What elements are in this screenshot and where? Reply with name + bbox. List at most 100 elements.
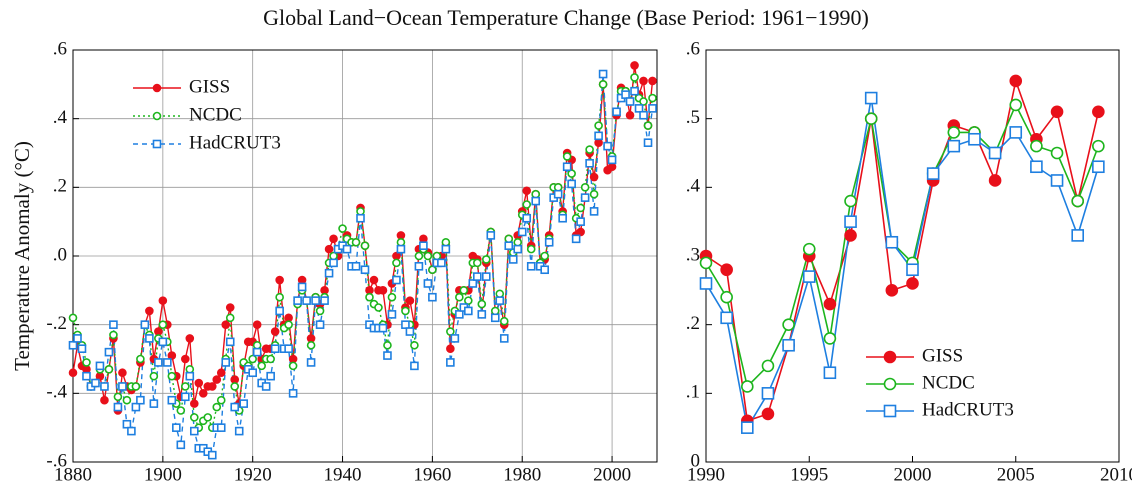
marker [216,368,226,378]
marker [598,80,608,89]
marker [221,358,231,367]
marker [513,244,523,254]
legend-marker [883,377,897,391]
marker [266,354,275,364]
marker [490,306,500,316]
marker [720,290,733,304]
marker [378,286,388,295]
marker [225,337,235,347]
marker [306,358,316,367]
marker [405,296,415,305]
marker [630,86,639,96]
marker [405,327,415,336]
marker [823,332,837,345]
marker [441,244,451,254]
marker [189,399,199,408]
marker [275,306,284,316]
marker [473,258,482,268]
marker [648,93,657,103]
marker [481,272,491,281]
marker [495,289,505,299]
marker [230,382,240,391]
marker [576,217,585,226]
marker [288,361,298,371]
marker [517,227,527,237]
marker [189,413,199,422]
legend-marker [152,139,162,149]
marker [567,169,576,178]
marker [968,132,981,146]
y-tick-label: .4 [53,107,68,128]
marker [926,167,940,180]
marker [802,270,816,283]
x-tick-label: 2000 [894,464,932,485]
legend-label: HadCRUT3 [922,399,1014,420]
marker [562,152,572,161]
marker [158,296,168,305]
marker [154,327,163,336]
marker [100,395,109,405]
marker [95,361,105,371]
marker [864,91,878,105]
marker [589,189,599,199]
marker [297,275,307,285]
y-tick-label: -.4 [46,382,67,403]
marker [585,145,594,154]
marker [396,237,406,247]
marker [216,395,226,405]
marker [149,399,159,408]
x-tick-label: 1995 [790,464,828,485]
marker [185,364,195,374]
marker [118,382,127,391]
marker [455,310,464,319]
marker [580,193,590,202]
marker [311,296,320,305]
series-line [705,77,1100,422]
marker [293,296,302,305]
marker [761,387,775,400]
marker [252,347,262,357]
marker [414,261,424,271]
x-tick-label: 1880 [54,464,92,485]
marker [1050,174,1064,187]
marker [284,313,293,323]
marker [181,354,190,364]
marker [257,361,266,371]
x-tick-label: 2010 [1100,464,1132,485]
marker [360,265,370,275]
legend-label: NCDC [922,372,975,393]
marker [585,159,594,168]
marker [571,234,581,244]
x-tick-label: 2000 [593,464,631,485]
marker [639,97,648,106]
marker [154,358,163,367]
marker [643,138,653,147]
marker [455,292,464,302]
plot-frame [72,49,658,463]
marker [401,306,410,316]
marker [823,297,837,311]
marker [607,155,617,165]
marker [68,313,78,323]
marker [270,327,280,336]
marker [378,323,388,333]
marker [580,183,590,192]
marker [464,296,473,305]
marker [176,406,186,415]
marker [203,413,213,422]
series-line [72,73,654,457]
marker [988,146,1002,160]
marker [172,423,181,432]
marker [1071,229,1084,242]
marker [1009,98,1023,112]
marker [396,244,406,254]
x-tick-label: 1960 [413,464,451,485]
marker [603,141,612,151]
marker [181,392,190,402]
marker [113,392,123,402]
marker [802,242,816,256]
marker [526,244,536,254]
marker [181,382,190,391]
y-tick-label: .1 [686,382,700,403]
y-tick-label: -.2 [46,313,67,334]
